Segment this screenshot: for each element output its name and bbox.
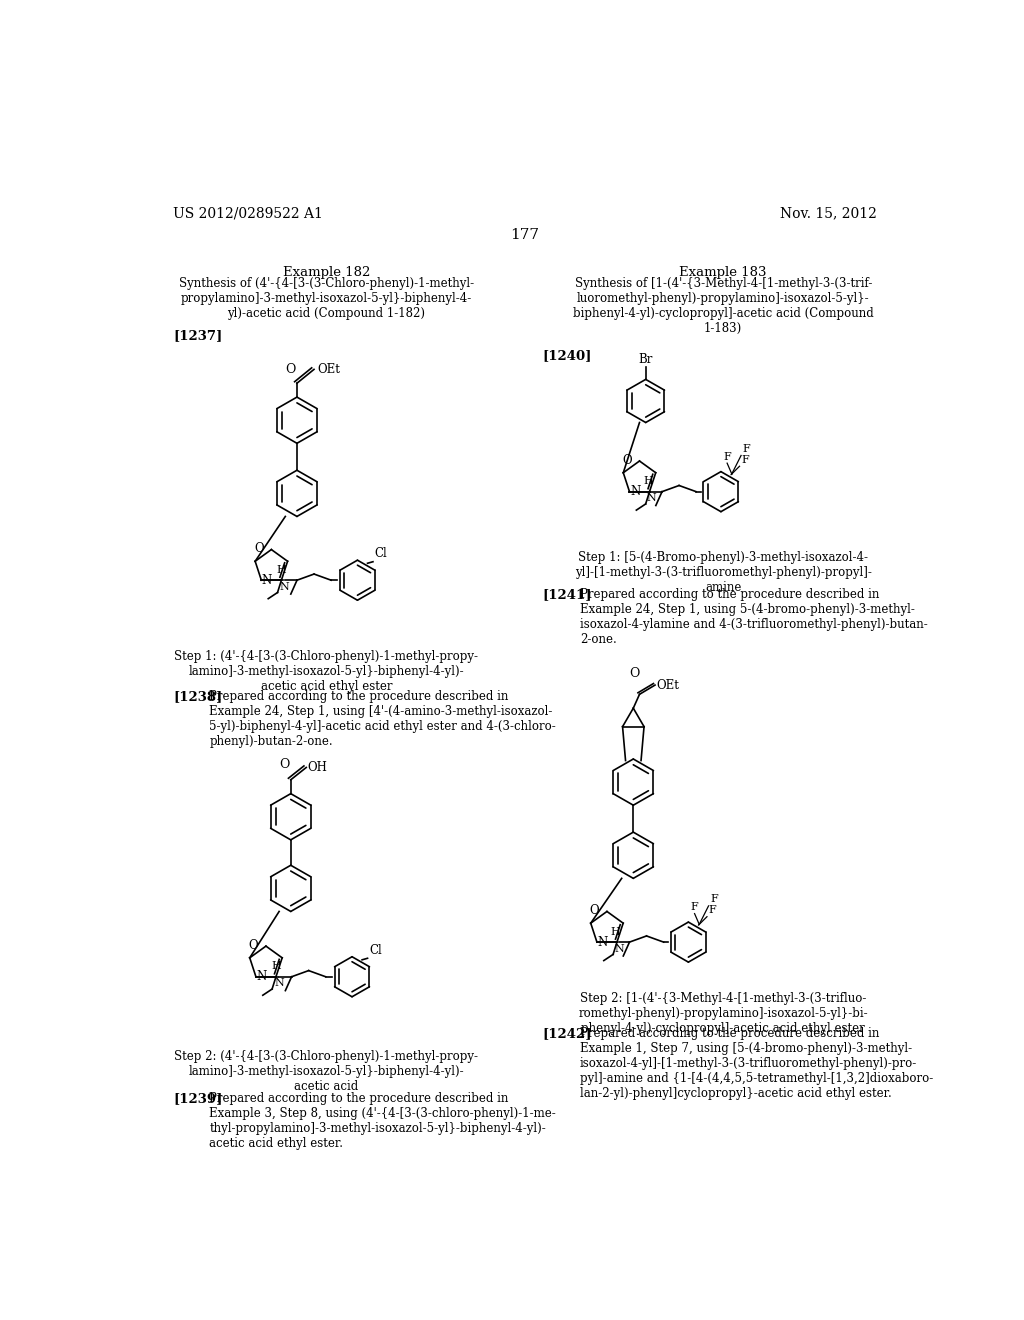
- Text: H: H: [276, 565, 287, 574]
- Text: N: N: [280, 582, 290, 591]
- Text: O: O: [623, 454, 632, 467]
- Text: [1237]: [1237]: [173, 330, 222, 342]
- Text: [1240]: [1240]: [543, 350, 592, 363]
- Text: N: N: [630, 486, 640, 498]
- Text: Example 182: Example 182: [283, 267, 370, 280]
- Text: F: F: [691, 902, 698, 912]
- Text: F: F: [723, 451, 731, 462]
- Text: US 2012/0289522 A1: US 2012/0289522 A1: [173, 206, 323, 220]
- Text: Example 183: Example 183: [680, 267, 767, 280]
- Text: Step 2: [1-(4'-{3-Methyl-4-[1-methyl-3-(3-trifluo-
romethyl-phenyl)-propylamino]: Step 2: [1-(4'-{3-Methyl-4-[1-methyl-3-(…: [579, 993, 868, 1035]
- Text: N: N: [597, 936, 607, 949]
- Text: F: F: [710, 895, 718, 904]
- Text: N: N: [262, 574, 272, 586]
- Text: Step 1: (4'-{4-[3-(3-Chloro-phenyl)-1-methyl-propy-
lamino]-3-methyl-isoxazol-5-: Step 1: (4'-{4-[3-(3-Chloro-phenyl)-1-me…: [174, 649, 478, 693]
- Text: [1239]: [1239]: [173, 1092, 222, 1105]
- Text: O: O: [590, 904, 599, 917]
- Text: Prepared according to the procedure described in
Example 3, Step 8, using (4'-{4: Prepared according to the procedure desc…: [209, 1092, 556, 1150]
- Text: N: N: [256, 970, 266, 983]
- Text: O: O: [630, 668, 640, 681]
- Text: F: F: [742, 444, 751, 454]
- Text: O: O: [286, 363, 296, 376]
- Text: OH: OH: [308, 760, 328, 774]
- Text: F: F: [709, 906, 716, 915]
- Text: Prepared according to the procedure described in
Example 1, Step 7, using [5-(4-: Prepared according to the procedure desc…: [580, 1027, 933, 1100]
- Text: Cl: Cl: [375, 548, 387, 560]
- Text: Cl: Cl: [369, 944, 382, 957]
- Text: N: N: [614, 944, 624, 953]
- Text: [1238]: [1238]: [173, 689, 222, 702]
- Text: 177: 177: [510, 227, 540, 242]
- Text: Step 2: (4'-{4-[3-(3-Chloro-phenyl)-1-methyl-propy-
lamino]-3-methyl-isoxazol-5-: Step 2: (4'-{4-[3-(3-Chloro-phenyl)-1-me…: [174, 1051, 478, 1093]
- Text: H: H: [271, 961, 281, 972]
- Text: H: H: [643, 477, 653, 486]
- Text: [1242]: [1242]: [543, 1027, 592, 1040]
- Text: Synthesis of [1-(4'-{3-Methyl-4-[1-methyl-3-(3-trif-
luoromethyl-phenyl)-propyla: Synthesis of [1-(4'-{3-Methyl-4-[1-methy…: [572, 277, 873, 335]
- Text: Br: Br: [639, 352, 653, 366]
- Text: Nov. 15, 2012: Nov. 15, 2012: [779, 206, 877, 220]
- Text: OEt: OEt: [656, 678, 680, 692]
- Text: O: O: [249, 939, 258, 952]
- Text: F: F: [741, 454, 749, 465]
- Text: O: O: [254, 543, 263, 556]
- Text: O: O: [280, 758, 290, 771]
- Text: Prepared according to the procedure described in
Example 24, Step 1, using 5-(4-: Prepared according to the procedure desc…: [580, 589, 928, 645]
- Text: Prepared according to the procedure described in
Example 24, Step 1, using [4'-(: Prepared according to the procedure desc…: [209, 689, 556, 747]
- Text: [1241]: [1241]: [543, 589, 592, 601]
- Text: Step 1: [5-(4-Bromo-phenyl)-3-methyl-isoxazol-4-
yl]-[1-methyl-3-(3-trifluoromet: Step 1: [5-(4-Bromo-phenyl)-3-methyl-iso…: [574, 552, 871, 594]
- Text: N: N: [274, 978, 285, 989]
- Text: H: H: [610, 927, 621, 937]
- Text: N: N: [646, 494, 656, 503]
- Text: Synthesis of (4'-{4-[3-(3-Chloro-phenyl)-1-methyl-
propylamino]-3-methyl-isoxazo: Synthesis of (4'-{4-[3-(3-Chloro-phenyl)…: [179, 277, 474, 319]
- Text: OEt: OEt: [317, 363, 340, 376]
